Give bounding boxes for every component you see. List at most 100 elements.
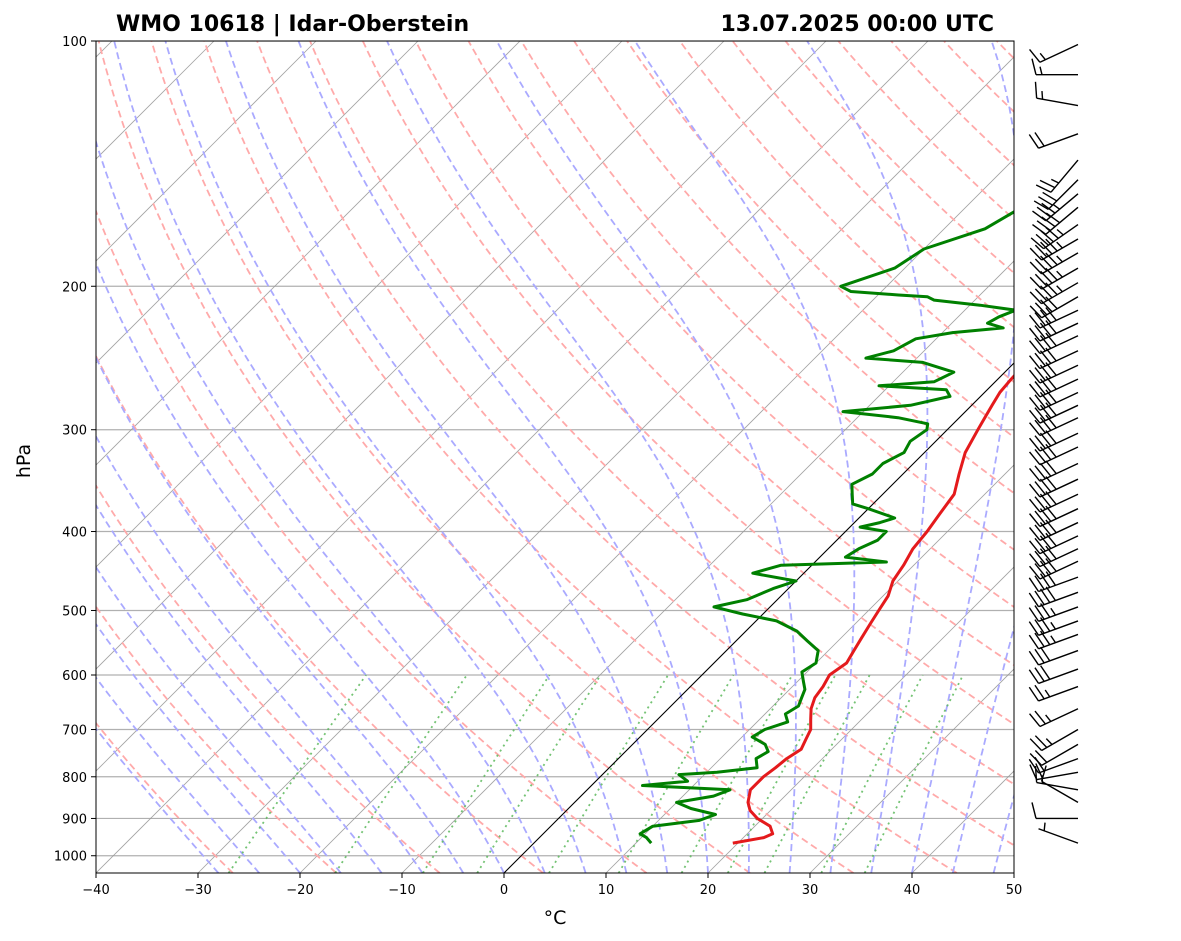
wind-barb-feather	[1028, 634, 1040, 650]
wind-barb-half-feather	[1039, 66, 1043, 75]
wind-barb-staff	[1039, 404, 1079, 424]
wind-barb	[1029, 476, 1079, 498]
wind-barb-staff	[1038, 757, 1079, 774]
moist-adiabat	[96, 622, 301, 873]
moist-adiabat	[386, 41, 750, 873]
mixing-ratio-line	[476, 674, 602, 873]
wind-barb-feather	[1039, 417, 1052, 431]
moist-adiabat	[96, 261, 505, 873]
wind-barb-feather	[1039, 560, 1052, 575]
wind-barb-feather	[1045, 519, 1057, 534]
wind-barb-feather	[1045, 443, 1057, 458]
wind-barb-feather	[1034, 735, 1048, 749]
y-axis-label: hPa	[13, 444, 35, 478]
wind-barb-feather	[1034, 496, 1046, 510]
y-tick-label: 600	[62, 669, 87, 684]
moist-adiabat	[96, 138, 546, 873]
y-tick-label: 200	[62, 280, 87, 295]
wind-barb	[1029, 296, 1079, 319]
wind-barb	[1029, 532, 1079, 555]
zero-isotherm-line	[503, 362, 1014, 873]
wind-barb-staff	[1045, 206, 1079, 235]
wind-barb-half-feather	[1056, 255, 1063, 263]
x-tick-label: 50	[1006, 883, 1023, 898]
wind-barb-half-feather	[1050, 178, 1060, 184]
wind-barb-staff	[1050, 159, 1079, 193]
temperature-profile	[732, 373, 1014, 845]
wind-barb-half-feather	[1045, 714, 1052, 722]
wind-barb-feather	[1029, 513, 1041, 527]
isotherm-line	[197, 56, 1014, 873]
wind-barb-staff	[1039, 391, 1079, 411]
wind-barb	[1032, 193, 1079, 222]
dry-adiabat	[361, 41, 1014, 726]
wind-barb-staff	[1039, 560, 1079, 580]
x-tick-label: 20	[700, 883, 717, 898]
wind-barb-staff	[1038, 668, 1079, 685]
profiles	[638, 210, 1014, 845]
wind-barb-half-feather	[1056, 228, 1064, 236]
wind-barb-feather	[1030, 237, 1045, 250]
wind-barb-feather	[1029, 437, 1041, 452]
wind-barb-feather	[1040, 241, 1053, 255]
wind-barb-feather	[1038, 196, 1053, 206]
wind-barb-staff	[1039, 322, 1079, 342]
wind-barb-staff	[1041, 252, 1079, 275]
wind-barb	[1029, 708, 1079, 728]
wind-barb-staff	[1038, 649, 1079, 666]
wind-barb-feather	[1045, 460, 1057, 475]
wind-barb-feather	[1039, 391, 1052, 406]
wind-barb	[1029, 307, 1079, 329]
wind-barb-half-feather	[1052, 203, 1061, 210]
wind-barb-feather	[1034, 132, 1045, 147]
moist-adiabat	[634, 41, 856, 873]
wind-barb-feather	[1031, 802, 1037, 819]
dry-adiabat	[96, 483, 441, 873]
dry-adiabat	[96, 721, 234, 873]
wind-barb-feather	[1029, 369, 1041, 384]
wind-barb-staff	[1039, 493, 1079, 513]
wind-barb-feather	[1039, 432, 1052, 447]
wind-barb-feather	[1039, 665, 1051, 680]
dry-adiabat	[203, 41, 958, 873]
wind-barb	[1028, 617, 1079, 636]
wind-barb-feather	[1029, 291, 1043, 305]
wind-barb-feather	[1034, 81, 1038, 99]
dry-adiabat	[96, 208, 648, 873]
wind-barb	[1029, 728, 1079, 752]
dry-adiabat	[309, 41, 1014, 786]
wind-barb-feather	[1034, 273, 1048, 287]
wind-barb-feather	[1029, 396, 1041, 411]
wind-barb-feather	[1036, 220, 1051, 232]
x-tick-label: −30	[184, 883, 211, 898]
wind-barb-feather	[1045, 430, 1057, 444]
wind-barb-feather	[1029, 305, 1043, 319]
wind-barb-feather	[1039, 478, 1052, 493]
zero-isotherm	[503, 362, 1014, 873]
moist-adiabat	[992, 792, 1014, 873]
wind-barb-feather	[1028, 650, 1040, 666]
wind-barb-feather	[1033, 200, 1049, 211]
wind-barb-feather	[1034, 575, 1045, 590]
dewpoint-profile	[638, 210, 1014, 845]
wind-barb-feather	[1039, 335, 1052, 349]
wind-barb-feather	[1029, 565, 1041, 580]
wind-barb-feather	[1034, 481, 1046, 495]
wind-barb	[1029, 43, 1079, 63]
wind-barb-feather	[1034, 244, 1048, 258]
wind-barb-feather	[1034, 510, 1046, 525]
wind-barb-staff	[1039, 535, 1079, 555]
moist-adiabat	[225, 41, 669, 873]
mixing-ratio-line	[548, 674, 669, 873]
wind-barb-staff	[1039, 350, 1079, 370]
wind-barb-feather	[1035, 184, 1052, 193]
moist-adiabat	[96, 565, 342, 873]
wind-barb-half-feather	[1056, 285, 1063, 293]
pressure-gridlines	[96, 41, 1014, 857]
wind-barb-feather	[1029, 409, 1041, 424]
x-tick-label: −40	[82, 883, 109, 898]
wind-barb	[1029, 443, 1079, 466]
isotherm-line	[809, 668, 1014, 873]
y-axis-ticks: 100 200 300 400 500 600 700 800 900 1000	[54, 35, 96, 865]
wind-barb-feather	[1029, 498, 1041, 513]
